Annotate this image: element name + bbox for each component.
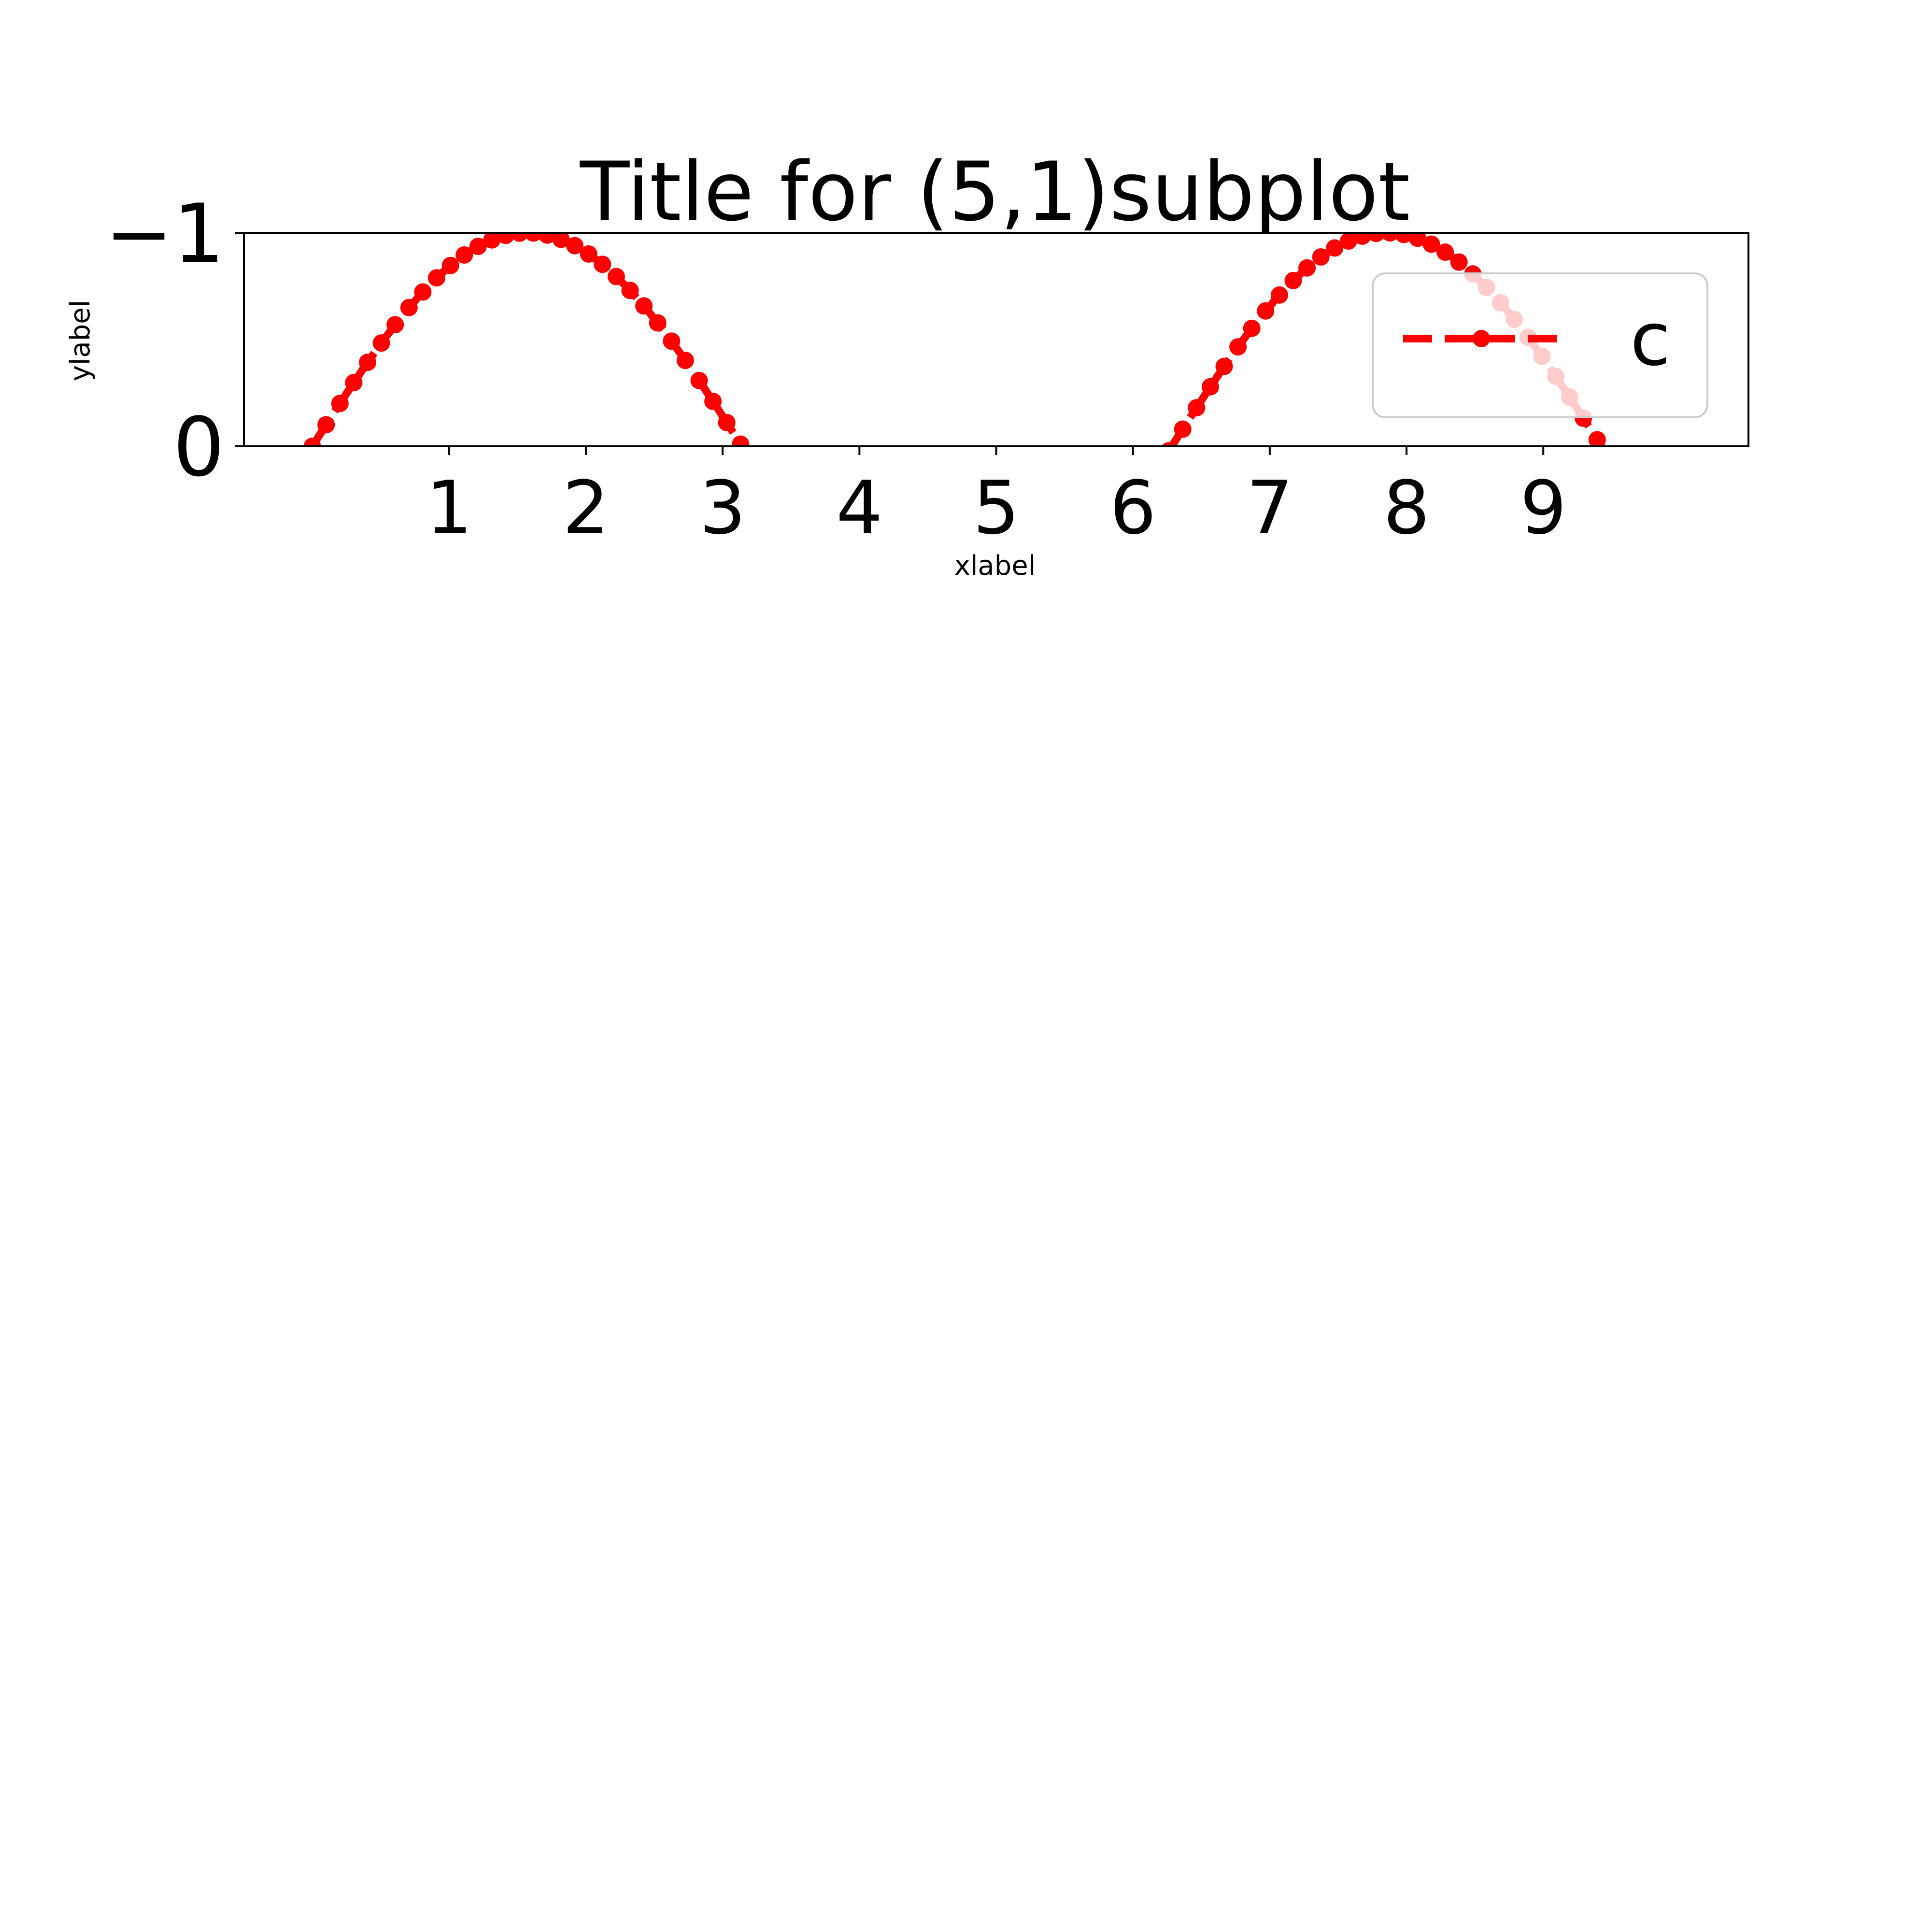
- data-point: [428, 269, 445, 287]
- data-point: [552, 233, 570, 248]
- data-point: [1339, 233, 1357, 250]
- data-point: [732, 435, 750, 446]
- data-point: [1257, 302, 1275, 320]
- data-point: [359, 354, 376, 371]
- data-point: [469, 238, 487, 256]
- legend-label-c: c: [1630, 297, 1671, 382]
- y-tick-label: 0: [173, 400, 225, 495]
- data-point: [386, 316, 404, 334]
- data-point: [331, 395, 349, 412]
- data-point: [704, 392, 722, 410]
- data-point: [1284, 271, 1302, 289]
- data-point: [1229, 338, 1247, 356]
- data-point: [635, 297, 653, 315]
- data-point: [400, 298, 418, 316]
- y-axis-label: ylabel: [65, 300, 96, 382]
- data-point: [455, 246, 473, 264]
- data-point: [1588, 431, 1606, 446]
- data-point: [566, 237, 584, 255]
- data-point: [372, 334, 390, 352]
- data-point: [497, 233, 515, 244]
- data-point: [594, 256, 611, 273]
- data-point: [1312, 248, 1330, 266]
- data-point: [1215, 357, 1233, 375]
- data-point: [1188, 399, 1206, 417]
- x-axis-label: xlabel: [954, 550, 1036, 582]
- data-point: [345, 374, 363, 392]
- data-point: [538, 233, 556, 244]
- data-point: [1243, 319, 1261, 337]
- data-point: [607, 268, 625, 285]
- legend-box: [1372, 272, 1708, 418]
- x-tick-label: 9: [1520, 465, 1567, 551]
- data-point: [1367, 233, 1385, 242]
- data-point: [1174, 420, 1192, 438]
- data-point: [649, 314, 667, 332]
- data-point: [303, 438, 321, 446]
- x-tick-label: 5: [973, 465, 1020, 551]
- data-point: [1381, 233, 1399, 242]
- data-point: [1326, 239, 1344, 257]
- data-point: [621, 282, 639, 299]
- x-tick-label: 8: [1383, 465, 1430, 551]
- y-tick-label: −1: [105, 186, 225, 281]
- data-point: [676, 352, 694, 369]
- data-point: [525, 233, 542, 242]
- x-axis-ticks: 1 2 3 4 5 6 7 8 9: [426, 446, 1567, 551]
- data-point: [483, 233, 501, 249]
- data-point: [441, 256, 459, 274]
- data-point: [718, 413, 736, 431]
- data-point: [663, 332, 681, 350]
- data-point: [317, 416, 335, 434]
- x-tick-label: 7: [1247, 465, 1293, 551]
- data-point: [1201, 378, 1219, 396]
- data-point: [1450, 253, 1468, 271]
- data-point: [1408, 233, 1426, 247]
- data-point: [1298, 259, 1316, 277]
- x-tick-label: 4: [836, 465, 883, 551]
- data-point: [1395, 233, 1413, 243]
- data-point: [511, 233, 528, 242]
- chart-title: Title for (5,1)subplot: [580, 144, 1410, 239]
- data-point: [1422, 235, 1440, 253]
- x-tick-label: 2: [563, 465, 610, 551]
- x-tick-label: 1: [426, 465, 472, 551]
- data-point: [1353, 233, 1371, 245]
- data-point: [580, 245, 597, 263]
- data-point: [414, 283, 432, 301]
- x-tick-label: 6: [1109, 465, 1156, 551]
- data-point: [1436, 243, 1454, 261]
- data-point: [1270, 286, 1288, 304]
- legend-marker-c: [1473, 330, 1490, 347]
- data-point: [690, 371, 708, 389]
- legend: c: [1372, 272, 1708, 418]
- x-tick-label: 3: [699, 465, 746, 551]
- data-point: [1161, 442, 1177, 446]
- y-axis-ticks: −1 0: [105, 186, 244, 495]
